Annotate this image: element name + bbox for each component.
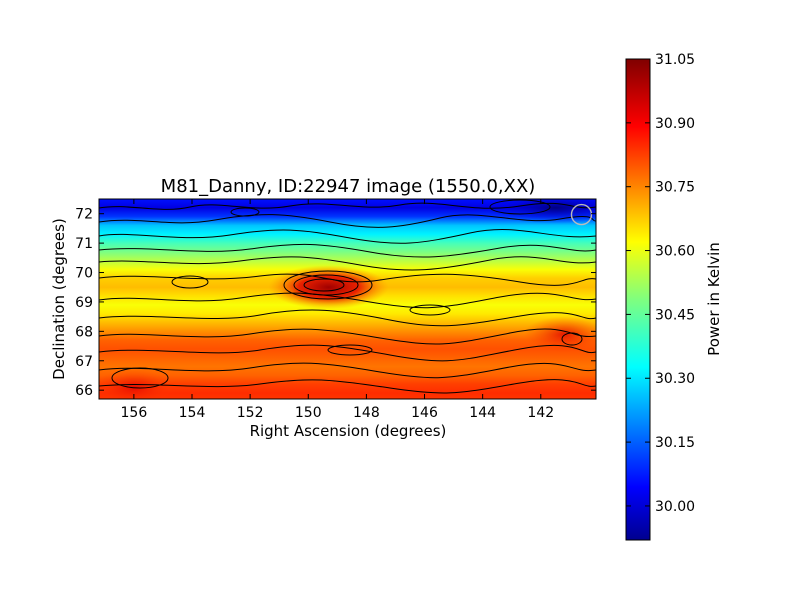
contour-ring <box>293 274 359 296</box>
y-tick-label: 68 <box>75 324 93 340</box>
chart-title: M81_Danny, ID:22947 image (1550.0,XX) <box>161 176 536 197</box>
colorbar-tick-label: 30.00 <box>655 499 695 515</box>
warm-spot <box>99 369 174 399</box>
contour-ring <box>111 367 169 389</box>
contour-line <box>99 229 596 244</box>
y-tick-label: 69 <box>75 295 93 311</box>
heatmap <box>99 199 596 399</box>
contour-ring <box>409 304 451 316</box>
hot-spot <box>268 265 389 310</box>
colorbar-label: Power in Kelvin <box>705 242 723 356</box>
x-tick-label: 154 <box>179 405 206 421</box>
colorbar-bar <box>625 58 651 541</box>
colorbar-tick-label: 30.75 <box>655 180 695 196</box>
contour-line <box>99 202 596 210</box>
colorbar-tick-label: 30.30 <box>655 371 695 387</box>
colorbar: 31.05 30.90 30.75 30.60 30.45 30.30 30.15 30.00… <box>625 52 723 541</box>
colorbar-tick-label: 31.05 <box>655 52 695 68</box>
contour-ring <box>303 278 345 292</box>
contour-ring <box>327 344 373 356</box>
contour-line <box>99 328 596 345</box>
contour-ring <box>561 332 583 346</box>
contour-line <box>99 214 596 228</box>
x-tick-label: 142 <box>527 405 554 421</box>
contour-ring <box>489 199 551 215</box>
contour-lines <box>99 199 596 394</box>
y-tick-label: 66 <box>75 383 93 399</box>
y-tick-label: 72 <box>75 207 93 223</box>
contour-line <box>99 243 596 258</box>
contour-line <box>99 362 596 379</box>
x-tick-label: 152 <box>237 405 264 421</box>
x-tick-label: 144 <box>469 405 496 421</box>
x-axis-label: Right Ascension (degrees) <box>250 422 447 440</box>
plot-frame <box>98 198 597 400</box>
x-tick-label: 146 <box>411 405 438 421</box>
colorbar-tick-label: 30.90 <box>655 116 695 132</box>
contour-ring <box>171 275 209 289</box>
colorbar-ticks: 31.05 30.90 30.75 30.60 30.45 30.30 30.15 30.00 <box>626 52 695 515</box>
contour-ring <box>230 207 260 217</box>
contour-line <box>99 273 596 286</box>
x-tick-label: 148 <box>353 405 380 421</box>
beam-marker <box>570 203 593 226</box>
contour-ring <box>283 270 373 300</box>
contour-line <box>99 309 596 327</box>
y-axis-ticks: 66 67 68 69 70 71 72 <box>75 207 596 399</box>
x-axis-ticks: 156 154 152 150 148 146 144 142 <box>121 199 554 421</box>
contour-line <box>99 292 596 309</box>
contour-line <box>99 379 596 394</box>
y-tick-label: 67 <box>75 354 93 370</box>
x-tick-label: 156 <box>121 405 148 421</box>
y-tick-label: 70 <box>75 266 93 282</box>
y-tick-label: 71 <box>75 236 93 252</box>
contour-line <box>99 256 596 271</box>
x-tick-label: 150 <box>295 405 322 421</box>
colorbar-tick-label: 30.45 <box>655 307 695 323</box>
colorbar-tick-label: 30.60 <box>655 244 695 260</box>
contour-line <box>99 344 596 362</box>
colorbar-tick-label: 30.15 <box>655 435 695 451</box>
y-axis-label: Declination (degrees) <box>50 218 68 380</box>
